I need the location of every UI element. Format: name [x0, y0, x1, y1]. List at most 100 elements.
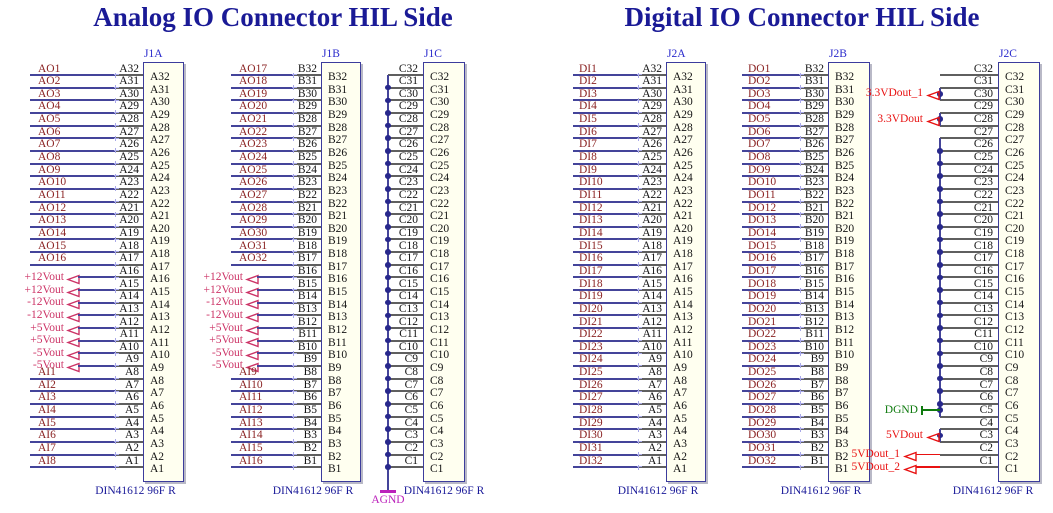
pin [294, 415, 321, 418]
pin-name: C8 [1005, 374, 1019, 387]
net-label: DI31 [579, 442, 603, 454]
pin-number: A10 [642, 340, 662, 353]
pin-attach-mark [291, 97, 297, 103]
pin [639, 213, 666, 216]
pin-attach-mark [113, 325, 119, 331]
pin-number: C14 [973, 290, 993, 303]
pin-name: B22 [328, 197, 348, 210]
pin [116, 137, 143, 140]
pin-attach-mark [798, 274, 804, 280]
pin-number: B4 [303, 416, 317, 429]
pin [116, 415, 143, 418]
pin [294, 86, 321, 89]
pin [639, 301, 666, 304]
pin-number: B2 [810, 442, 824, 454]
net-label: AI11 [239, 391, 263, 404]
wire [573, 352, 639, 355]
pin-number: C12 [973, 315, 993, 328]
pin [940, 225, 998, 228]
pin-number: C15 [973, 277, 993, 290]
pin-number: B27 [297, 125, 317, 138]
pin [801, 86, 828, 89]
pin-name: C17 [1005, 260, 1025, 273]
pin-number: B13 [297, 302, 317, 315]
net-label: AO11 [38, 189, 66, 201]
pin [294, 149, 321, 152]
pin-attach-mark [798, 72, 804, 78]
pin [294, 453, 321, 456]
pin [294, 225, 321, 228]
digital-section-title: Digital IO Connector HIL Side [624, 2, 980, 32]
pin [388, 390, 423, 393]
wire [30, 175, 116, 178]
pin-number: B23 [804, 176, 824, 189]
pin-name: B12 [328, 324, 348, 336]
pin-number: A32 [119, 62, 139, 75]
pin-attach-mark [798, 161, 804, 167]
pin [388, 175, 423, 178]
pin [294, 440, 321, 443]
pin-name: A23 [673, 184, 693, 197]
net-label: AO29 [239, 214, 268, 227]
power-port-arrow-icon [925, 88, 940, 101]
pin-number: B20 [297, 214, 317, 227]
pin [940, 213, 998, 216]
pin [116, 149, 143, 152]
pin [639, 327, 666, 329]
pin-attach-mark [636, 350, 642, 356]
net-label: DO13 [748, 214, 777, 227]
pin-name: B21 [835, 210, 855, 223]
pin-attach-mark [291, 464, 297, 470]
pin-number: A3 [647, 429, 662, 442]
pin-attach-mark [636, 287, 642, 293]
wire [257, 289, 294, 292]
pin [801, 402, 828, 405]
pin-number: C25 [973, 151, 993, 164]
pin-attach-mark [798, 211, 804, 217]
pin-name: C4 [1005, 425, 1019, 438]
pin-name: B24 [835, 172, 855, 185]
junction-dot [937, 224, 943, 230]
net-label: AO3 [38, 87, 61, 100]
wire [742, 402, 801, 405]
pin-name: B11 [328, 336, 347, 349]
pin-name: C11 [430, 336, 449, 349]
pin-number: C1 [404, 454, 418, 467]
pin-number: A11 [119, 328, 139, 341]
pin-name: C13 [1005, 311, 1025, 324]
pin-name: C7 [430, 387, 444, 400]
pin-attach-mark [113, 287, 119, 293]
pin-attach-mark [291, 148, 297, 154]
junction-dot [937, 401, 943, 407]
junction-dot [385, 350, 391, 357]
power-port-label: -12Vout [206, 308, 243, 321]
pin [294, 339, 321, 342]
junction-dot [385, 97, 391, 104]
pin [801, 149, 828, 152]
pin-attach-mark [113, 236, 119, 242]
net-label: DO14 [748, 226, 777, 239]
net-label: DO22 [748, 328, 777, 341]
pin-number: B11 [298, 328, 317, 341]
pin-number: C22 [973, 189, 993, 201]
pin [801, 187, 828, 190]
pin-number: B22 [297, 189, 317, 201]
pin [940, 175, 998, 178]
junction-dot [937, 287, 943, 293]
power-port-arrow-icon [244, 297, 259, 310]
pin-name: B19 [328, 235, 348, 248]
connector-body-J2C [998, 62, 1040, 482]
pin-name: B20 [328, 222, 348, 235]
pin-name: A28 [150, 121, 170, 134]
pin-number: B23 [297, 176, 317, 189]
pin [388, 364, 423, 367]
wire [257, 352, 294, 355]
pin [940, 124, 998, 127]
power-port-label: -5Vout [211, 346, 243, 359]
pin [639, 339, 666, 342]
pin-attach-mark [113, 199, 119, 204]
pin-name: C29 [1005, 108, 1025, 121]
pin-number: C17 [973, 252, 993, 265]
pin [639, 86, 666, 89]
pin-name: C29 [430, 108, 450, 121]
